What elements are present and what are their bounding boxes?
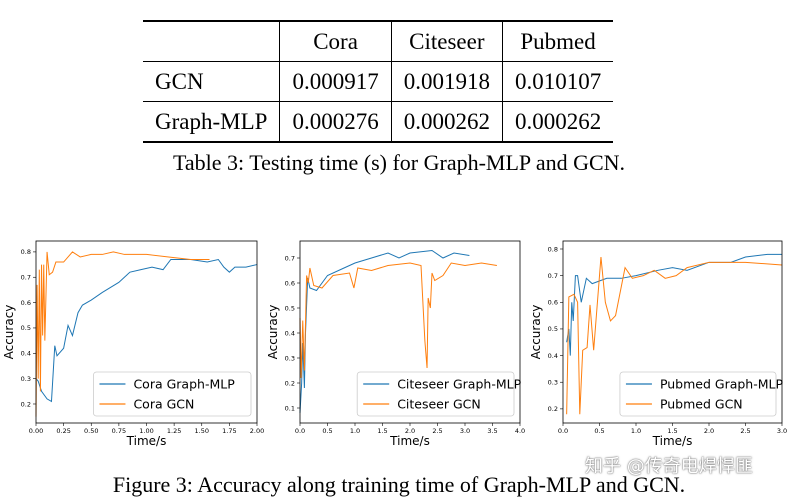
series-line-1: [566, 256, 783, 415]
y-tick-label: 0.6: [285, 279, 295, 287]
x-tick-label: 2.0: [704, 427, 714, 435]
y-tick-label: 0.5: [548, 325, 558, 333]
y-tick-label: 0.7: [21, 274, 31, 282]
chart-0: 0.00 0.25 0.50 0.75 1.00 1.25 1.50 1.75 2.00 0.2 0…: [2, 240, 264, 448]
y-tick-label: 0.5: [285, 304, 295, 312]
legend-label: Pubmed Graph-MLP: [660, 377, 784, 392]
header-cell: Cora: [279, 20, 392, 62]
plot-frame: [35, 240, 258, 424]
x-tick-label: 0.5: [322, 427, 332, 435]
table-caption: Table 3: Testing time (s) for Graph-MLP …: [172, 150, 626, 175]
table-cell: 0.000276: [279, 101, 392, 143]
legend: Pubmed Graph-MLP Pubmed GCN: [619, 371, 784, 417]
testing-time-table: Cora Citeseer Pubmed GCN 0.000917 0.0019…: [143, 20, 614, 143]
header-cell: Pubmed: [501, 20, 614, 62]
x-tick-label: 1.5: [377, 427, 387, 435]
x-tick-label: 2.5: [432, 427, 442, 435]
x-tick-label: 0.0: [295, 427, 305, 435]
y-tick-label: 0.1: [285, 404, 295, 412]
y-tick-label: 0.8: [548, 245, 558, 253]
x-tick-label: 3.5: [487, 427, 497, 435]
legend-label: Cora Graph-MLP: [133, 377, 235, 392]
x-tick-label: 0.50: [84, 427, 98, 435]
y-tick-label: 0.4: [548, 352, 558, 360]
y-tick-label: 0.2: [21, 400, 31, 408]
x-axis-label: Time/s: [126, 434, 167, 448]
legend-label: Cora GCN: [133, 397, 194, 412]
x-tick-label: 3.0: [460, 427, 470, 435]
y-axis-label: Accuracy: [529, 305, 543, 360]
x-tick-label: 0.5: [594, 427, 604, 435]
x-tick-label: 1.5: [667, 427, 677, 435]
header-cell: Citeseer: [390, 20, 503, 62]
x-tick-label: 1.0: [350, 427, 360, 435]
table-cell: 0.000262: [390, 101, 503, 143]
y-tick-label: 0.7: [548, 272, 558, 280]
x-tick-label: 1.75: [222, 427, 236, 435]
y-tick-label: 0.6: [21, 299, 31, 307]
chart-2: 0.0 0.5 1.0 1.5 2.0 2.5 3.0 0.2 0.3 0.4 0.5 0.6 0.7 0…: [529, 240, 787, 448]
watermark: 知乎 @传奇电焊悍匪: [585, 456, 753, 477]
y-axis-label: Accuracy: [2, 305, 16, 360]
plot-frame: [299, 240, 521, 424]
x-tick-label: 0.0: [558, 427, 568, 435]
table-cell: 0.000262: [501, 101, 614, 143]
x-tick-label: 2.00: [250, 427, 264, 435]
y-tick-label: 0.4: [285, 329, 295, 337]
table-row: GCN 0.000917 0.001918 0.010107: [143, 61, 614, 102]
series-line-0: [35, 258, 258, 403]
y-tick-label: 0.3: [285, 354, 295, 362]
legend-box: [356, 371, 515, 417]
y-tick-label: 0.8: [21, 248, 31, 256]
x-tick-label: 0.25: [56, 427, 70, 435]
x-tick-label: 1.25: [167, 427, 181, 435]
row-label: GCN: [155, 68, 204, 94]
y-tick-label: 0.3: [21, 375, 31, 383]
table-cell: 0.001918: [390, 61, 503, 102]
x-tick-label: 0.75: [112, 427, 126, 435]
x-tick-label: 1.50: [195, 427, 209, 435]
legend-box: [93, 371, 252, 417]
y-tick-label: 0.2: [285, 379, 295, 387]
x-tick-label: 0.00: [29, 427, 43, 435]
table-cell: 0.000917: [279, 61, 392, 102]
y-tick-label: 0.6: [548, 299, 558, 307]
row-label: Graph-MLP: [143, 101, 280, 143]
legend-label: Pubmed GCN: [660, 397, 743, 412]
chart-1: 0.0 0.5 1.0 1.5 2.0 2.5 3.0 3.5 4.0 0.1 0.2 0.3 0.4 0…: [266, 240, 525, 448]
plot-frame: [562, 240, 783, 424]
series-line-0: [566, 253, 782, 356]
table-cell: 0.010107: [501, 61, 614, 102]
table-row: Graph-MLP 0.000276 0.000262 0.000262: [143, 101, 614, 143]
x-tick-label: 1.0: [631, 427, 641, 435]
y-tick-label: 0.3: [548, 379, 558, 387]
table-header-row: Cora Citeseer Pubmed: [143, 20, 614, 62]
legend: Cora Graph-MLP Cora GCN: [93, 371, 252, 417]
legend-label: Citeseer Graph-MLP: [397, 377, 521, 392]
y-tick-label: 0.5: [21, 324, 31, 332]
x-tick-label: 2.5: [740, 427, 750, 435]
figure-caption: Figure 3: Accuracy along training time o…: [112, 472, 686, 497]
y-tick-label: 0.2: [548, 405, 558, 413]
legend: Citeseer Graph-MLP Citeseer GCN: [356, 371, 522, 417]
x-tick-label: 2.0: [405, 427, 415, 435]
header-cell: [143, 20, 280, 62]
y-tick-label: 0.7: [285, 254, 295, 262]
x-tick-label: 3.0: [777, 427, 787, 435]
legend-box: [619, 371, 777, 417]
y-axis-label: Accuracy: [266, 305, 280, 360]
y-tick-label: 0.4: [21, 350, 31, 358]
x-axis-label: Time/s: [652, 434, 693, 448]
x-tick-label: 1.00: [139, 427, 153, 435]
x-tick-label: 4.0: [515, 427, 525, 435]
series-line-1: [35, 251, 210, 417]
series-line-0: [299, 249, 470, 414]
series-line-1: [299, 262, 497, 379]
legend-label: Citeseer GCN: [397, 397, 481, 412]
x-axis-label: Time/s: [389, 434, 430, 448]
